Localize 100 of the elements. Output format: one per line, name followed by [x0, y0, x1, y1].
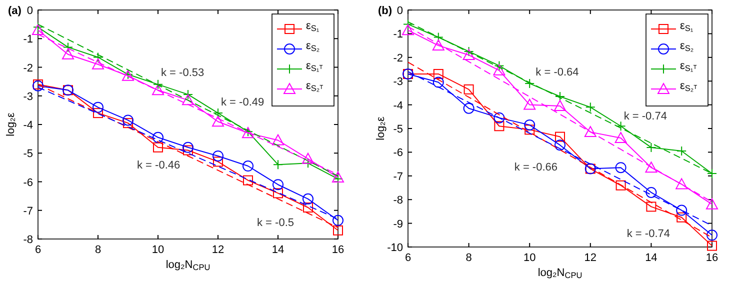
y-tick-label: -3 [393, 76, 403, 88]
point [646, 186, 657, 198]
y-tick-label: -1 [393, 28, 403, 41]
y-tick-label: 0 [26, 5, 33, 17]
point [153, 79, 163, 90]
point [585, 102, 596, 112]
point [464, 84, 474, 94]
point [706, 230, 718, 241]
point [676, 204, 688, 216]
point [676, 146, 687, 156]
point [433, 32, 444, 42]
point [122, 114, 134, 126]
point [524, 124, 535, 135]
point [433, 68, 444, 79]
y-tick-label: -4 [23, 120, 33, 132]
point [182, 142, 194, 153]
point [302, 193, 314, 204]
annotation: k = -0.46 [137, 160, 180, 172]
point [494, 60, 504, 71]
point [183, 145, 193, 156]
point [92, 58, 104, 70]
annotation: k = -0.5 [257, 216, 294, 229]
y-tick-label: -6 [393, 147, 403, 160]
point [183, 89, 193, 100]
x-tick-label: 6 [34, 244, 42, 256]
annotation: k = -0.49 [221, 96, 264, 109]
x-tick-label: 14 [272, 244, 284, 256]
x-tick-label: 10 [523, 252, 536, 264]
legend-label: ε$_{S₂ᵀ}$ [306, 80, 324, 94]
point [616, 121, 626, 132]
point [403, 19, 413, 30]
legend-label: ε$_{S₁}$ [306, 20, 320, 34]
point [462, 49, 475, 60]
point [303, 158, 313, 168]
y-tick-label: -8 [393, 194, 403, 207]
point [524, 98, 536, 110]
point [464, 46, 474, 56]
point [494, 121, 504, 132]
point [615, 162, 626, 174]
point [332, 214, 344, 226]
point [302, 152, 314, 164]
point [32, 24, 44, 36]
point [243, 175, 253, 186]
annotation: k = -0.74 [626, 228, 670, 240]
point [93, 108, 103, 118]
y-tick-label: -10 [387, 242, 403, 254]
point [213, 156, 223, 167]
y-tick-label: -3 [23, 90, 33, 103]
x-tick-label: 16 [332, 244, 344, 256]
point [333, 174, 343, 184]
point [706, 198, 718, 210]
legend-label: ε$_{S₁}$ [680, 20, 694, 34]
point [676, 212, 687, 222]
point [554, 140, 566, 151]
y-tick-label: -8 [23, 234, 33, 246]
point [92, 102, 104, 113]
point [273, 160, 283, 170]
annotation: k = -0.53 [161, 66, 204, 79]
y-tick-label: -4 [393, 100, 403, 112]
point [555, 132, 565, 142]
point [524, 78, 535, 88]
x-tick-label: 14 [645, 252, 658, 264]
point [707, 240, 717, 251]
point [555, 92, 565, 102]
point [402, 24, 414, 36]
y-tick-label: 0 [396, 5, 403, 17]
point [646, 142, 656, 152]
x-axis-title: log₂N$_{CPU}$ [538, 267, 582, 280]
chart-title: (b) [378, 5, 392, 17]
legend-label: ε$_{S₂}$ [680, 40, 694, 54]
point [33, 22, 43, 32]
point [616, 180, 626, 190]
legend-label: ε$_{S₁ᵀ}$ [680, 60, 698, 74]
point [182, 94, 194, 106]
point [93, 52, 103, 62]
point [152, 84, 164, 96]
x-tick-label: 10 [152, 244, 164, 256]
x-tick-label: 8 [466, 252, 472, 264]
point [212, 116, 224, 127]
y-axis-title: log₂ε [5, 112, 17, 136]
point [272, 179, 284, 190]
y-tick-label: -1 [23, 34, 33, 46]
x-tick-label: 6 [404, 252, 412, 264]
point [242, 160, 254, 172]
x-tick-label: 8 [94, 244, 102, 256]
point [676, 178, 688, 190]
point [273, 188, 283, 198]
point [707, 168, 717, 179]
x-tick-label: 12 [584, 252, 597, 264]
annotation: k = -0.66 [514, 161, 558, 174]
point [62, 48, 74, 60]
point [554, 100, 566, 111]
point [272, 134, 284, 146]
point [123, 118, 133, 128]
point [463, 102, 474, 114]
point [63, 42, 73, 52]
point [493, 64, 506, 76]
y-axis-title: log₂ε [375, 116, 387, 140]
y-tick-label: -2 [23, 62, 33, 74]
point [494, 112, 505, 124]
